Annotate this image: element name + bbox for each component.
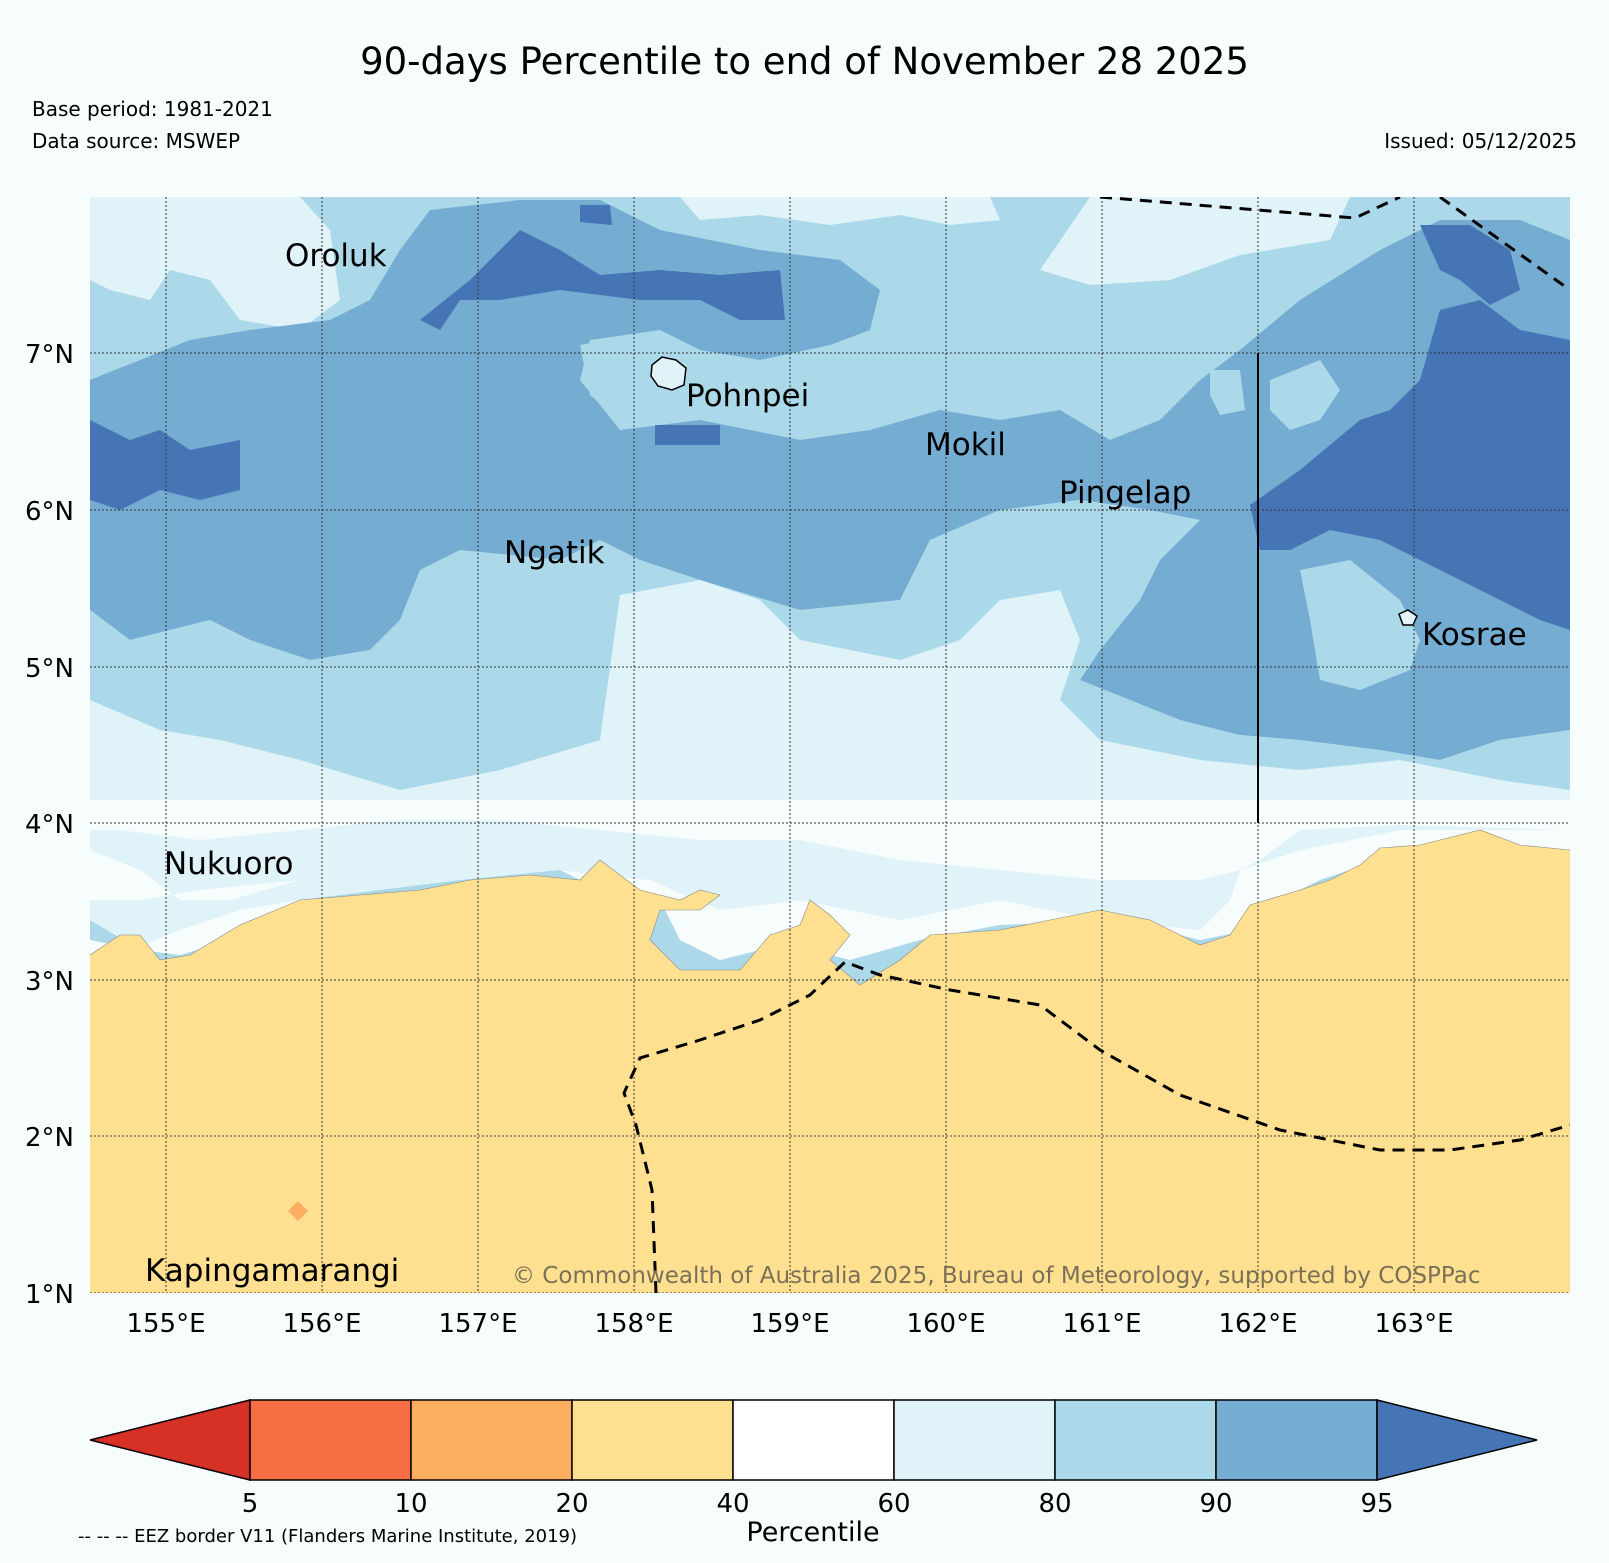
place-label: Pohnpei (686, 378, 809, 414)
lat-tick-label: 6°N (25, 497, 74, 527)
colorbar-80-90 (1054, 1399, 1217, 1481)
place-label: Kosrae (1422, 617, 1527, 653)
percentile-10-20-spot (288, 1201, 308, 1221)
colorbar-tick-label: 95 (1360, 1489, 1393, 1519)
base-period: Base period: 1981-2021 (32, 97, 273, 121)
colorbar-60-80 (893, 1399, 1056, 1481)
longitude-labels: 155°E 156°E 157°E 158°E 159°E 160°E 161°… (126, 1309, 1453, 1339)
percentile-80-90-region (580, 335, 690, 420)
colorbar-tick-label: 40 (716, 1489, 749, 1519)
lon-tick-label: 156°E (282, 1309, 361, 1339)
percentile-20-40-region (90, 830, 1570, 1293)
colorbar-tick-label: 20 (555, 1489, 588, 1519)
percentile-80-90-region (1270, 360, 1340, 430)
place-label: Kapingamarangi (145, 1253, 399, 1289)
lat-tick-label: 7°N (25, 340, 74, 370)
percentile-60-80-region (1040, 197, 1350, 285)
lat-tick-label: 3°N (25, 967, 74, 997)
colorbar-tick-label: 10 (394, 1489, 427, 1519)
issued-date: Issued: 05/12/2025 (1384, 129, 1577, 153)
percentile-90-95-region (90, 200, 1570, 760)
place-label: Nukuoro (164, 846, 293, 882)
lat-tick-label: 1°N (25, 1280, 74, 1310)
percentile-60-80-region (90, 197, 340, 330)
lon-tick-label: 155°E (126, 1309, 205, 1339)
percentile-above-95-region (420, 230, 785, 330)
colorbar-below-5 (89, 1399, 251, 1481)
place-labels: Oroluk Pohnpei Mokil Pingelap Ngatik Kos… (145, 238, 1527, 1289)
colorbar-40-60 (732, 1399, 895, 1481)
lon-tick-label: 158°E (594, 1309, 673, 1339)
percentile-40-60-region (90, 850, 300, 900)
lon-tick-label: 157°E (438, 1309, 517, 1339)
place-label: Ngatik (504, 535, 605, 571)
lat-tick-label: 2°N (25, 1123, 74, 1153)
eez-note: -- -- -- EEZ border V11 (Flanders Marine… (78, 1526, 577, 1547)
contour-line (90, 829, 1570, 986)
lat-tick-label: 5°N (25, 654, 74, 684)
lon-tick-label: 161°E (1062, 1309, 1141, 1339)
colorbar-tick-label: 90 (1199, 1489, 1232, 1519)
lon-tick-label: 163°E (1374, 1309, 1453, 1339)
colorbar-90-95 (1215, 1399, 1378, 1481)
kosrae-island-outline (1398, 609, 1418, 626)
percentile-above-95-region (1250, 300, 1570, 630)
lat-tick-label: 4°N (25, 810, 74, 840)
percentile-above-95-region (580, 205, 612, 225)
colorbar (89, 1399, 1538, 1481)
percentile-above-95-region (90, 420, 240, 510)
map-area (90, 197, 1570, 1293)
percentile-80-90-region (1300, 560, 1420, 690)
lon-tick-label: 162°E (1218, 1309, 1297, 1339)
place-label: Mokil (925, 427, 1006, 463)
colorbar-tick-label: 80 (1038, 1489, 1071, 1519)
percentile-above-95-region (1420, 225, 1520, 305)
place-label: Oroluk (285, 238, 387, 274)
percentile-above-95-region (655, 425, 720, 445)
percentile-40-60-region (90, 800, 1570, 880)
colorbar-10-20 (410, 1399, 573, 1481)
grid-lines (90, 197, 1570, 1293)
lon-tick-label: 159°E (750, 1309, 829, 1339)
colorbar-20-40 (571, 1399, 734, 1481)
eez-border (622, 197, 1570, 1293)
colorbar-5-10 (249, 1399, 412, 1481)
latitude-labels: 7°N 6°N 5°N 4°N 3°N 2°N 1°N (25, 340, 74, 1310)
colorbar-ticks: 5 10 20 40 60 80 90 95 (242, 1489, 1394, 1519)
lon-tick-label: 160°E (906, 1309, 985, 1339)
copyright-text: © Commonwealth of Australia 2025, Bureau… (512, 1263, 1481, 1289)
data-source: Data source: MSWEP (32, 129, 241, 153)
colorbar-tick-label: 60 (877, 1489, 910, 1519)
colorbar-tick-label: 5 (242, 1489, 259, 1519)
pohnpei-island-outline (650, 356, 687, 391)
chart-title: 90-days Percentile to end of November 28… (360, 40, 1249, 83)
colorbar-label: Percentile (746, 1517, 879, 1548)
percentile-60-80-region (680, 197, 1000, 225)
percentile-80-90-region (1210, 370, 1245, 415)
colorbar-above-95 (1376, 1399, 1538, 1481)
place-label: Pingelap (1059, 475, 1191, 511)
